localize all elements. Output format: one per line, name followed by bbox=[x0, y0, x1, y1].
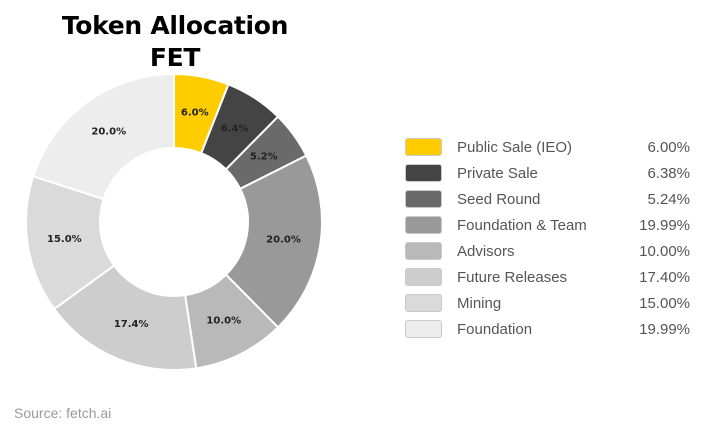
legend-swatch bbox=[405, 294, 442, 312]
legend-swatch bbox=[405, 242, 442, 260]
slice-label-2: 5.2% bbox=[250, 151, 278, 162]
legend-item: Advisors 10.00% bbox=[405, 238, 705, 264]
legend-value: 6.38% bbox=[647, 164, 690, 182]
legend-item: Private Sale 6.38% bbox=[405, 160, 705, 186]
slice-3 bbox=[224, 154, 323, 329]
legend-swatch bbox=[405, 216, 442, 234]
legend-swatch bbox=[405, 320, 442, 338]
chart-legend: Public Sale (IEO) 6.00% Private Sale 6.38% S… bbox=[405, 134, 705, 342]
slice-label-3: 20.0% bbox=[266, 235, 301, 246]
legend-item: Seed Round 5.24% bbox=[405, 186, 705, 212]
legend-item: Foundation 19.99% bbox=[405, 316, 705, 342]
legend-item: Public Sale (IEO) 6.00% bbox=[405, 134, 705, 160]
chart-title: Token Allocation bbox=[61, 11, 289, 40]
slice-label-1: 6.4% bbox=[221, 124, 249, 135]
legend-label: Public Sale (IEO) bbox=[457, 138, 573, 156]
legend-label: Foundation & Team bbox=[457, 216, 587, 234]
legend-label: Future Releases bbox=[457, 268, 568, 286]
legend-item: Foundation & Team 19.99% bbox=[405, 212, 705, 238]
slice-label-6: 15.0% bbox=[47, 234, 82, 245]
legend-value: 19.99% bbox=[639, 216, 690, 234]
legend-value: 5.24% bbox=[647, 190, 690, 208]
legend-label: Foundation bbox=[457, 320, 533, 338]
chart-subtitle: FET bbox=[149, 43, 201, 72]
legend-label: Seed Round bbox=[457, 190, 541, 208]
legend-swatch bbox=[405, 164, 442, 182]
legend-item: Future Releases 17.40% bbox=[405, 264, 705, 290]
legend-swatch bbox=[405, 190, 442, 208]
slice-label-4: 10.0% bbox=[206, 316, 241, 327]
donut-chart: 6.0% 6.4% 5.2% 20.0% 10.0% 17.4% 15.0% 20.0% bbox=[25, 72, 323, 371]
slice-label-0: 6.0% bbox=[181, 107, 209, 118]
source-note: Source: fetch.ai bbox=[14, 405, 112, 421]
legend-value: 6.00% bbox=[647, 138, 690, 156]
slice-7 bbox=[31, 72, 175, 201]
legend-label: Mining bbox=[457, 294, 502, 312]
slice-label-7: 20.0% bbox=[91, 127, 126, 138]
legend-value: 15.00% bbox=[639, 294, 690, 312]
legend-value: 10.00% bbox=[639, 242, 690, 260]
legend-label: Private Sale bbox=[457, 164, 538, 182]
legend-swatch bbox=[405, 268, 442, 286]
slice-label-5: 17.4% bbox=[114, 319, 149, 330]
legend-item: Mining 15.00% bbox=[405, 290, 705, 316]
legend-value: 17.40% bbox=[639, 268, 690, 286]
legend-value: 19.99% bbox=[639, 320, 690, 338]
legend-label: Advisors bbox=[457, 242, 515, 260]
legend-swatch bbox=[405, 138, 442, 156]
